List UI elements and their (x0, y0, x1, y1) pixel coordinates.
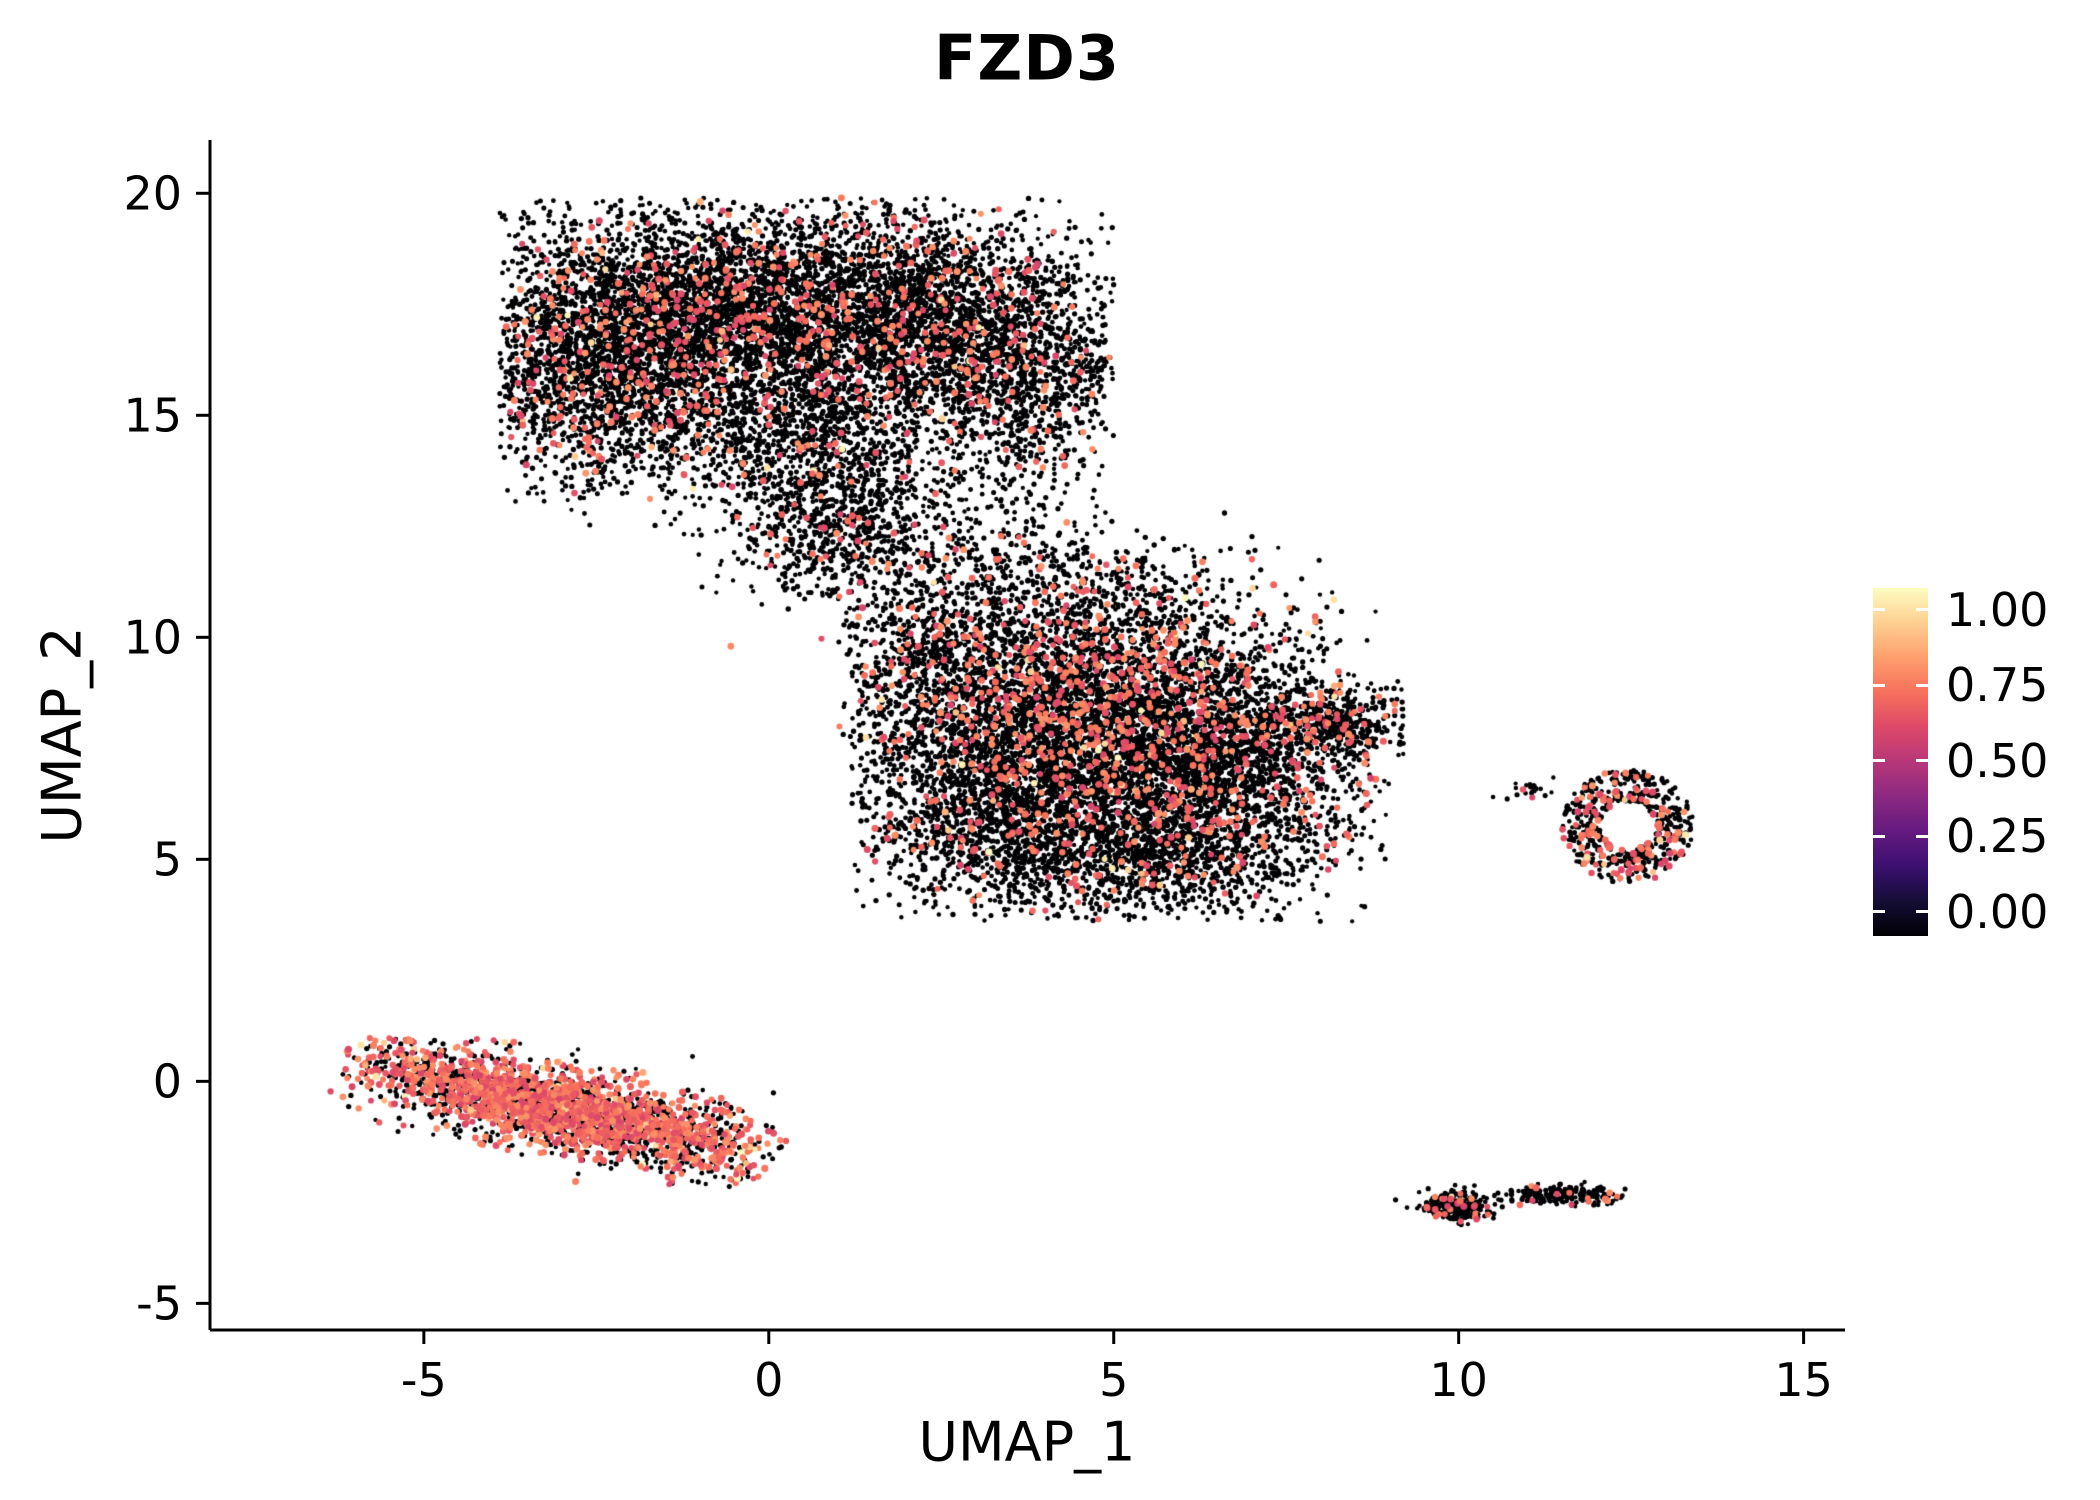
colorbar-tick-label: 1.00 (1946, 582, 2049, 637)
x-tick-label: 10 (1429, 1353, 1488, 1407)
colorbar-tick-mark (1916, 683, 1928, 687)
colorbar-tick-mark (1873, 910, 1885, 914)
x-tick-label: 15 (1774, 1353, 1833, 1407)
scatter-points-canvas (210, 140, 1845, 1330)
y-tick-label: -5 (136, 1276, 182, 1330)
y-tick-label: 15 (123, 388, 182, 442)
y-tick-label: 5 (153, 832, 182, 886)
colorbar-tick-mark (1916, 608, 1928, 612)
y-tick-label: 10 (123, 610, 182, 664)
x-tick-label: 0 (754, 1353, 783, 1407)
colorbar-tick-label: 0.75 (1946, 658, 2049, 713)
y-tick-label: 0 (153, 1054, 182, 1108)
colorbar-tick-mark (1873, 759, 1885, 763)
colorbar-legend: 1.00 0.75 0.50 0.25 0.00 (1873, 583, 2093, 939)
x-tick-label: 5 (1099, 1353, 1128, 1407)
y-axis-title: UMAP_2 (30, 626, 94, 844)
x-tick-label: -5 (401, 1353, 447, 1407)
colorbar-gradient (1873, 588, 1928, 936)
colorbar-tick-mark (1873, 834, 1885, 838)
x-axis-title: UMAP_1 (918, 1410, 1136, 1474)
colorbar-tick-mark (1916, 910, 1928, 914)
colorbar-tick-mark (1916, 834, 1928, 838)
colorbar-tick-mark (1873, 683, 1885, 687)
y-tick-label: 20 (123, 166, 182, 220)
colorbar-tick-label: 0.00 (1946, 884, 2049, 939)
colorbar-tick-label: 0.50 (1946, 733, 2049, 788)
colorbar-tick-mark (1873, 608, 1885, 612)
colorbar-tick-label: 0.25 (1946, 809, 2049, 864)
colorbar-tick-mark (1916, 759, 1928, 763)
chart-title: FZD3 (934, 21, 1120, 95)
